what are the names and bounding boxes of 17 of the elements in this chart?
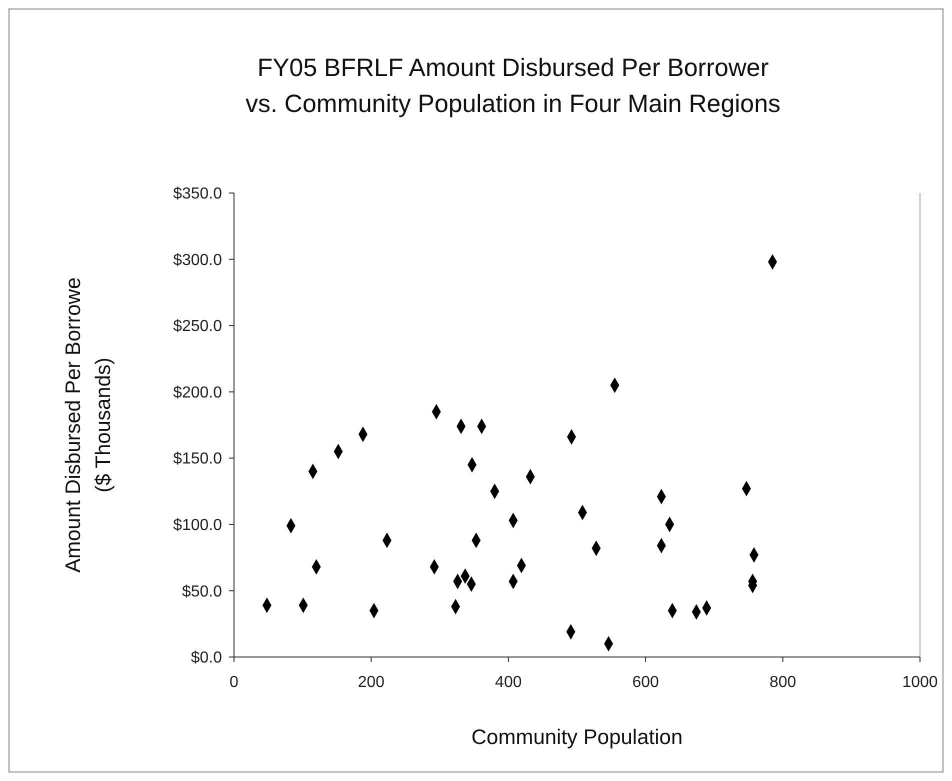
chart-title: FY05 BFRLF Amount Disbursed Per Borrower vs. Community Population in Four Main Regions (246, 54, 780, 118)
y-tick-label: $150.0 (173, 450, 222, 468)
y-tick-label: $250.0 (173, 318, 222, 336)
x-tick-label: 0 (230, 674, 239, 691)
y-axis-title: Amount Disbursed Per Borrowe ($ Thousands) (62, 277, 115, 573)
x-tick-label: 200 (358, 674, 385, 691)
x-tick-label: 1000 (902, 674, 938, 691)
y-tick-label: $200.0 (173, 384, 222, 402)
x-axis-title: Community Population (471, 726, 683, 749)
y-tick-label: $50.0 (182, 583, 222, 600)
x-tick-label: 600 (632, 674, 660, 691)
x-tick-label: 800 (769, 674, 796, 691)
y-tick-label: $100.0 (173, 517, 222, 534)
y-tick-label: $0.0 (190, 650, 222, 667)
x-tick-label: 400 (495, 674, 522, 691)
y-tick-label: $300.0 (173, 252, 222, 269)
y-tick-label: $350.0 (173, 186, 222, 203)
